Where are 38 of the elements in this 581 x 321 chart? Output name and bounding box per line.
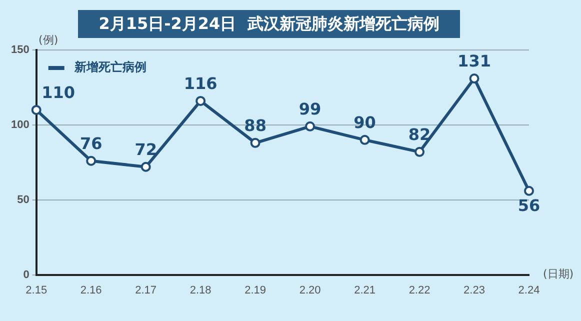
data-label: 90 [354, 113, 376, 132]
y-axis-title: (例) [38, 33, 58, 46]
x-tick-label: 2.16 [80, 284, 102, 296]
x-tick-label: 2.19 [244, 284, 266, 296]
point [196, 96, 206, 106]
point [140, 162, 151, 172]
point [524, 186, 534, 196]
point [31, 104, 42, 115]
point [250, 138, 260, 148]
y-tick-label: 150 [10, 44, 30, 56]
x-axis-title: (日期) [543, 268, 574, 281]
data-label: 88 [244, 116, 266, 136]
x-tick-label: 2.20 [299, 284, 321, 296]
point [305, 121, 316, 132]
y-tick-label: 100 [10, 118, 30, 131]
data-label: 131 [458, 52, 491, 71]
data-label: 116 [184, 74, 218, 94]
y-tick-label: 0 [23, 268, 30, 281]
data-label: 72 [134, 140, 157, 160]
y-tick-label: 50 [17, 194, 30, 206]
x-tick-label: 2.17 [135, 284, 157, 296]
x-tick-label: 2.22 [408, 284, 430, 296]
data-label: 56 [518, 196, 540, 216]
data-label: 76 [80, 134, 102, 154]
x-tick-label: 2.18 [190, 284, 212, 296]
chart-title: 2月15日-2月24日 武汉新冠肺炎新增死亡病例 [78, 10, 460, 38]
point [469, 73, 480, 84]
point [360, 134, 370, 145]
data-label: 99 [298, 100, 322, 119]
x-tick-label: 2.21 [354, 284, 376, 296]
legend-label: 新增死亡病例 [73, 60, 146, 74]
data-label: 82 [408, 125, 431, 144]
x-tick-label: 2.23 [464, 284, 485, 296]
x-tick-label: 2.15 [26, 284, 48, 296]
data-label: 110 [42, 83, 76, 102]
point [414, 146, 425, 157]
point [86, 156, 96, 166]
x-tick-label: 2.24 [518, 284, 540, 296]
